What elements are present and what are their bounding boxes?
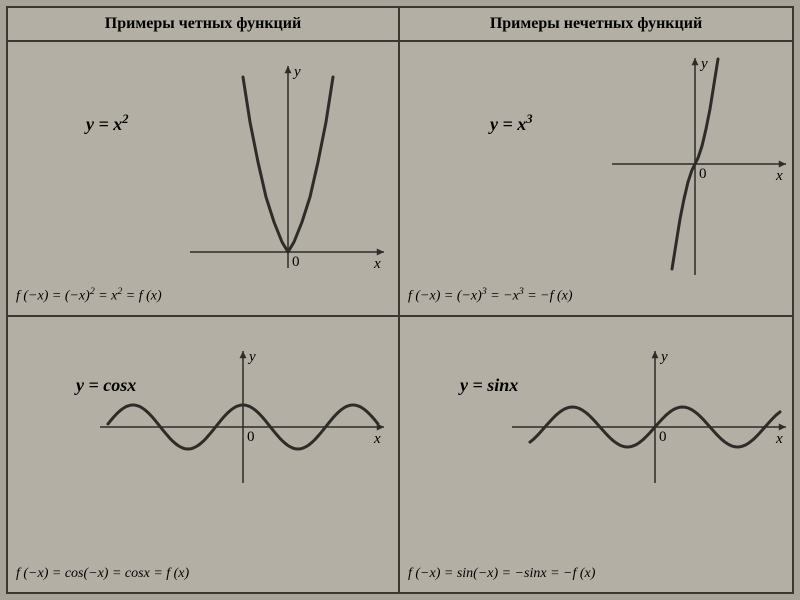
parabola-x-axis-label: x (374, 256, 381, 273)
cell-cubic: y = x3 f (−x) = (−x)3 = −x3 = −f (x) y x 0 (400, 42, 792, 317)
header-odd: Примеры нечетных функций (400, 8, 792, 42)
sine-equation-label: f (−x) = sin(−x) = −sinx = −f (x) (408, 566, 595, 582)
header-even-text: Примеры четных функций (105, 15, 301, 33)
cell-parabola: y = x2 f (−x) = (−x)2 = x2 = f (x) y x 0 (8, 42, 400, 317)
parabola-equation-label: f (−x) = (−x)2 = x2 = f (x) (16, 286, 162, 305)
header-odd-text: Примеры нечетных функций (490, 15, 702, 33)
cell-cosine: y = cosxf (−x) = cos(−x) = cosx = f (x) … (8, 317, 400, 592)
sine-y-axis-label: y (661, 349, 668, 366)
parabola-origin-label: 0 (292, 254, 300, 271)
sine-x-axis-label: x (776, 431, 783, 448)
parabola-chart (188, 62, 388, 272)
sine-origin-label: 0 (659, 429, 667, 446)
cubic-equation-label: f (−x) = (−x)3 = −x3 = −f (x) (408, 286, 573, 305)
parabola-y-axis-label: y (294, 64, 301, 81)
cubic-x-axis-label: x (776, 168, 783, 185)
comparison-grid: Примеры четных функций Примеры нечетных … (6, 6, 794, 594)
page-container: Примеры четных функций Примеры нечетных … (0, 0, 800, 600)
cell-sine: y = sinxf (−x) = sin(−x) = −sinx = −f (x… (400, 317, 792, 592)
cosine-origin-label: 0 (247, 429, 255, 446)
sine-chart (510, 347, 790, 487)
cubic-origin-label: 0 (699, 166, 707, 183)
cosine-equation-label: f (−x) = cos(−x) = cosx = f (x) (16, 566, 189, 582)
parabola-function-label: y = x2 (86, 112, 129, 135)
cosine-y-axis-label: y (249, 349, 256, 366)
cubic-function-label: y = x3 (490, 112, 533, 135)
cosine-chart (98, 347, 388, 487)
header-even: Примеры четных функций (8, 8, 400, 42)
cubic-y-axis-label: y (701, 56, 708, 73)
cosine-x-axis-label: x (374, 431, 381, 448)
